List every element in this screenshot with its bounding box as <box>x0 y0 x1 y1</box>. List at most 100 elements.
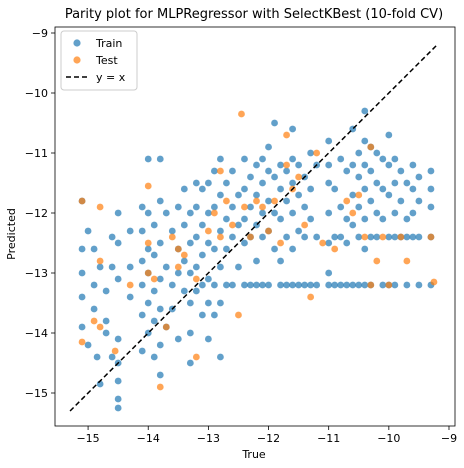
y-tick-label-2: −13 <box>25 267 48 280</box>
train-point-192 <box>349 281 357 289</box>
train-point-8 <box>90 281 98 289</box>
train-point-237 <box>409 209 417 217</box>
train-point-176 <box>325 281 333 289</box>
train-point-215 <box>379 185 387 193</box>
train-point-22 <box>114 335 122 343</box>
train-point-16 <box>108 233 116 241</box>
train-point-189 <box>349 161 357 169</box>
train-point-78 <box>192 287 200 295</box>
test-point-3 <box>96 203 104 211</box>
train-point-244 <box>427 185 435 193</box>
x-tick-label-5: −10 <box>377 432 400 445</box>
train-point-49 <box>156 239 164 247</box>
train-point-30 <box>138 203 146 211</box>
train-point-15 <box>102 329 110 337</box>
y-tick-label-6: −9 <box>32 27 48 40</box>
train-point-112 <box>241 155 248 163</box>
train-point-186 <box>343 239 351 247</box>
train-point-58 <box>168 281 176 289</box>
train-point-146 <box>283 197 290 205</box>
train-point-232 <box>403 215 411 223</box>
train-point-135 <box>265 281 272 289</box>
train-point-155 <box>295 161 303 169</box>
train-point-141 <box>277 185 284 193</box>
train-point-211 <box>373 179 381 187</box>
train-point-1 <box>78 245 86 253</box>
train-point-191 <box>349 221 357 229</box>
train-point-128 <box>259 209 266 217</box>
train-point-14 <box>102 317 110 325</box>
train-point-235 <box>409 161 417 169</box>
test-point-30 <box>253 197 260 205</box>
train-point-13 <box>102 287 110 295</box>
train-point-118 <box>247 203 254 211</box>
train-point-69 <box>186 239 194 247</box>
train-point-180 <box>337 155 345 163</box>
train-point-101 <box>223 179 230 187</box>
train-point-34 <box>138 311 146 319</box>
train-point-97 <box>217 227 224 235</box>
train-point-156 <box>295 191 303 199</box>
test-point-56 <box>430 278 438 286</box>
train-point-147 <box>283 233 290 241</box>
train-point-213 <box>373 233 381 241</box>
train-point-201 <box>361 185 369 193</box>
test-point-47 <box>361 233 369 241</box>
test-point-22 <box>217 167 224 175</box>
legend-label-test: Test <box>95 54 118 67</box>
train-point-130 <box>259 281 266 289</box>
train-point-161 <box>301 233 309 241</box>
train-point-108 <box>229 281 236 289</box>
train-point-26 <box>114 404 122 412</box>
test-point-44 <box>343 197 351 205</box>
test-point-1 <box>78 338 86 346</box>
train-point-234 <box>403 281 411 289</box>
train-point-18 <box>108 353 116 361</box>
train-point-233 <box>403 233 411 241</box>
train-point-144 <box>277 281 284 289</box>
test-point-53 <box>397 233 405 241</box>
train-point-240 <box>415 197 423 205</box>
train-point-20 <box>114 239 122 247</box>
train-point-62 <box>174 269 182 277</box>
test-point-51 <box>379 233 387 241</box>
x-tick-label-1: −14 <box>137 432 160 445</box>
test-point-25 <box>229 221 236 229</box>
train-point-92 <box>210 245 218 253</box>
train-point-231 <box>403 179 411 187</box>
train-point-116 <box>241 281 248 289</box>
x-tick-label-3: −12 <box>257 432 280 445</box>
test-point-29 <box>247 233 254 241</box>
train-point-245 <box>427 203 435 211</box>
test-point-24 <box>223 197 230 205</box>
train-point-45 <box>150 317 158 325</box>
test-point-11 <box>150 275 158 283</box>
train-point-217 <box>379 281 387 289</box>
train-point-227 <box>391 281 399 289</box>
train-point-182 <box>337 233 345 241</box>
train-point-210 <box>373 149 381 157</box>
train-point-243 <box>427 167 435 175</box>
train-point-165 <box>307 215 315 223</box>
train-point-109 <box>235 191 242 199</box>
train-point-103 <box>223 245 230 253</box>
train-point-196 <box>355 233 363 241</box>
train-point-53 <box>156 371 164 379</box>
test-point-28 <box>241 203 248 211</box>
train-point-74 <box>192 179 200 187</box>
train-point-131 <box>265 143 272 151</box>
train-point-87 <box>204 275 212 283</box>
train-point-238 <box>409 233 417 241</box>
test-point-39 <box>301 221 309 229</box>
train-point-63 <box>174 335 182 343</box>
test-point-6 <box>111 347 119 355</box>
y-tick-label-5: −10 <box>25 87 48 100</box>
train-point-75 <box>192 203 200 211</box>
y-tick-label-3: −12 <box>25 207 48 220</box>
test-point-42 <box>319 239 327 247</box>
test-point-26 <box>235 311 242 319</box>
train-point-139 <box>271 245 278 253</box>
train-point-224 <box>391 179 399 187</box>
train-point-187 <box>343 281 351 289</box>
train-point-183 <box>337 281 345 289</box>
